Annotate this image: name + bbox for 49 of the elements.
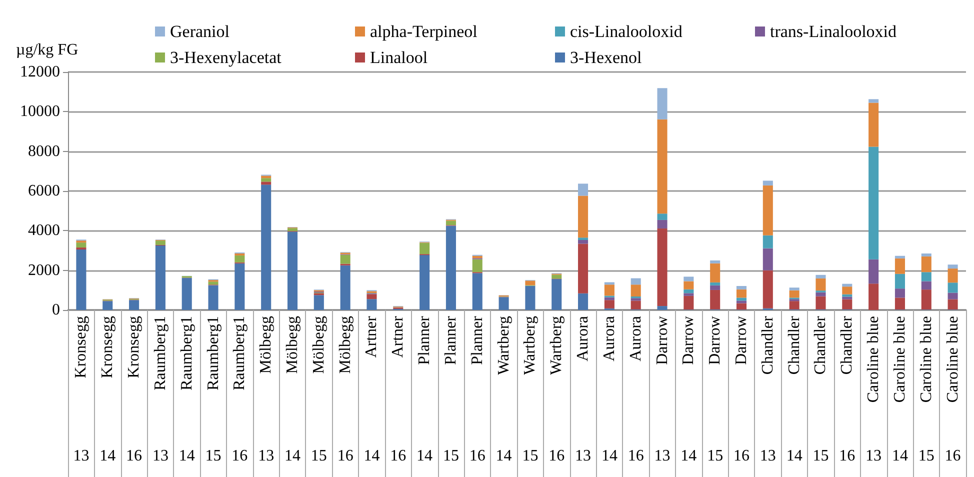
category-label: Caroline blue 15	[918, 316, 935, 464]
category-label: Artner 16	[390, 316, 407, 464]
category-label: Aurora 13	[574, 316, 592, 464]
category-label: Caroline blue 14	[891, 316, 908, 464]
category-label: Mölbegg 16	[336, 316, 354, 464]
legend-label: cis-Linalooloxid	[570, 22, 683, 41]
category-label: Planner 14	[416, 316, 434, 464]
category-label: Darrow 16	[733, 316, 750, 464]
category-label: Raumberg1 14	[178, 316, 196, 464]
category-label: Raumberg1 15	[204, 316, 222, 464]
y-tick-label: 4000	[28, 222, 60, 240]
category-label: Chandler 14	[786, 316, 803, 464]
y-tick-label: 6000	[28, 182, 60, 200]
legend-label: alpha-Terpineol	[370, 22, 478, 41]
category-label: Mölbegg 15	[310, 316, 328, 464]
category-label: Wartberg 15	[522, 316, 539, 464]
category-label: Chandler 16	[838, 316, 856, 464]
legend-label: Linalool	[370, 48, 428, 67]
y-tick-label: 0	[52, 302, 60, 318]
y-axis-title: µg/kg FG	[16, 42, 79, 58]
category-label: Kronsegg 13	[72, 316, 90, 464]
category-label: Wartberg 16	[548, 316, 566, 464]
category-label: Caroline blue 16	[944, 316, 962, 464]
category-label: Darrow 13	[654, 316, 671, 464]
category-label: Wartberg 14	[495, 316, 512, 464]
category-label: Kronsegg 14	[99, 316, 116, 464]
category-label: Planner 16	[468, 316, 486, 464]
category-label: Kronsegg 16	[126, 316, 143, 464]
legend-label: 3-Hexenylacetat	[170, 48, 282, 67]
category-label: Raumberg1 13	[152, 316, 169, 464]
category-label: Aurora 14	[600, 316, 618, 464]
category-label: Mölbegg 14	[284, 316, 301, 464]
category-label: Aurora 16	[627, 316, 644, 464]
category-label: Artner 14	[363, 316, 380, 464]
y-tick-label: 2000	[28, 262, 60, 279]
category-label: Chandler 15	[812, 316, 830, 464]
y-tick-label: 12000	[20, 64, 60, 80]
category-label: Chandler 13	[759, 316, 776, 464]
legend-label: 3-Hexenol	[570, 48, 642, 67]
legend-label: Geraniol	[170, 22, 230, 41]
category-label: Darrow 14	[680, 316, 698, 464]
category-label: Caroline blue 13	[865, 316, 882, 464]
category-label: Raumberg1 16	[231, 316, 248, 464]
category-label: Planner 15	[442, 316, 460, 464]
legend-label: trans-Linalooloxid	[770, 22, 898, 41]
y-tick-label: 8000	[28, 142, 60, 160]
category-label: Mölbegg 13	[258, 316, 275, 464]
category-label: Darrow 15	[706, 316, 724, 464]
y-tick-label: 10000	[20, 103, 60, 120]
